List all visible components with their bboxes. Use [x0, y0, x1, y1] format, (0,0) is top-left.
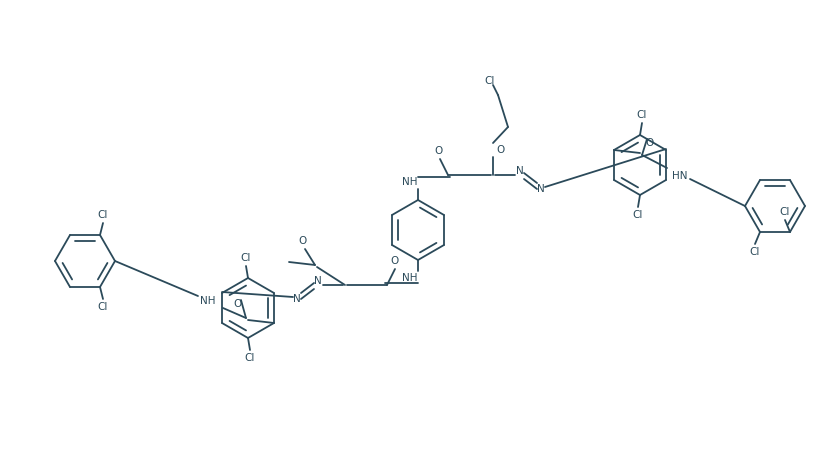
Text: O: O: [644, 138, 652, 148]
Text: N: N: [537, 184, 544, 194]
Text: NH: NH: [402, 273, 417, 283]
Text: NH: NH: [200, 296, 216, 306]
Text: Cl: Cl: [749, 247, 759, 257]
Text: O: O: [233, 299, 242, 309]
Text: O: O: [497, 145, 504, 155]
Text: HN: HN: [671, 171, 687, 181]
Text: N: N: [516, 166, 523, 176]
Text: NH: NH: [402, 177, 417, 187]
Text: O: O: [298, 236, 307, 246]
Text: O: O: [390, 256, 399, 266]
Text: Cl: Cl: [636, 110, 646, 120]
Text: Cl: Cl: [241, 253, 251, 263]
Text: Cl: Cl: [779, 207, 789, 217]
Text: N: N: [314, 276, 322, 286]
Text: Cl: Cl: [244, 353, 255, 363]
Text: Cl: Cl: [98, 210, 108, 220]
Text: N: N: [293, 294, 300, 304]
Text: O: O: [435, 146, 442, 156]
Text: Cl: Cl: [484, 76, 495, 86]
Text: Cl: Cl: [98, 302, 108, 312]
Text: Cl: Cl: [632, 210, 642, 220]
